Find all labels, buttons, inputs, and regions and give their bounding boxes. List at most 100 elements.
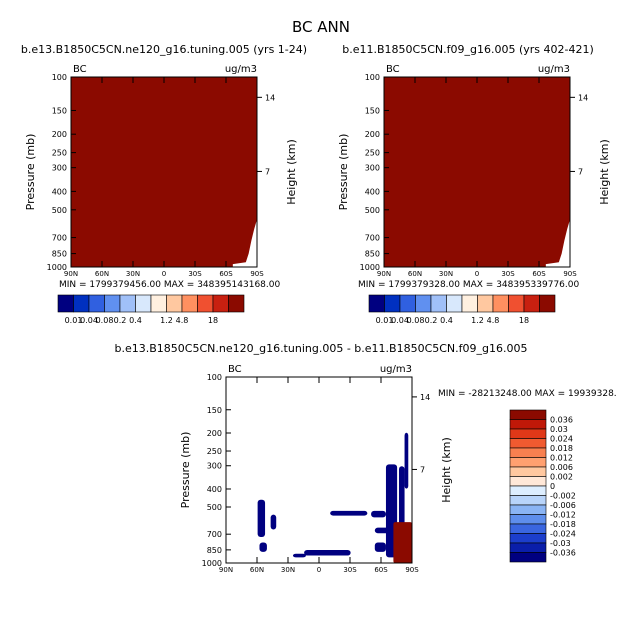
y-tick-label: 250 xyxy=(207,447,222,456)
x-tick-label: 30S xyxy=(343,566,357,574)
colorbar-swatch xyxy=(509,504,547,515)
colorbar-swatch xyxy=(415,294,432,313)
y-tick-label: 100 xyxy=(365,73,380,82)
colorbar-swatch xyxy=(57,294,74,313)
colorbar-swatch xyxy=(523,294,540,313)
colorbar-label: 0.04 xyxy=(80,316,98,325)
y-right-tick-label: 14 xyxy=(420,393,430,402)
chart-panel-1: b.e13.B1850C5CN.ne120_g16.tuning.005 (yr… xyxy=(21,43,307,290)
y-tick-label: 100 xyxy=(52,73,67,82)
colorbar-swatch xyxy=(181,294,198,313)
chart-panel-2: b.e11.B1850C5CN.f09_g16.005 (yrs 402-421… xyxy=(337,43,611,290)
y-tick-label: 500 xyxy=(52,206,67,215)
y-right-tick-label: 14 xyxy=(578,93,588,102)
y-tick-label: 100 xyxy=(207,373,222,382)
colorbar-label: 0.01 xyxy=(376,316,394,325)
colorbar-swatch xyxy=(212,294,229,313)
variable-label: BC xyxy=(73,64,87,75)
colorbar-label: -0.012 xyxy=(550,511,576,520)
colorbar-label: 0.08 xyxy=(407,316,425,325)
stats-label: MIN = 1799379328.00 MAX = 348395339776.0… xyxy=(358,280,579,290)
colorbar-label: 0.03 xyxy=(550,425,568,434)
y-axis-label: Pressure (mb) xyxy=(337,134,350,211)
y-tick-label: 500 xyxy=(207,503,222,512)
panel-title: b.e13.B1850C5CN.ne120_g16.tuning.005 - b… xyxy=(114,342,527,355)
colorbar-label: 1.2 xyxy=(160,316,173,325)
variable-label: BC xyxy=(228,364,242,375)
contour-region-negative xyxy=(374,542,386,552)
colorbar-swatch xyxy=(509,552,547,563)
colorbar-swatch xyxy=(88,294,105,313)
y-tick-label: 700 xyxy=(207,530,222,539)
y-tick-label: 200 xyxy=(365,130,380,139)
plot-frame xyxy=(225,376,413,564)
colorbar-horizontal-2: 0.010.040.08 0.2 0.4 1.2 4.8 18 xyxy=(368,294,556,325)
colorbar-label: 0.2 xyxy=(114,316,127,325)
y-tick-label: 850 xyxy=(52,250,67,259)
colorbar-swatch xyxy=(119,294,136,313)
x-tick-label: 60S xyxy=(374,566,388,574)
x-tick-label: 60S xyxy=(532,270,546,278)
colorbar-swatch xyxy=(399,294,416,313)
units-label: ug/m3 xyxy=(380,364,412,375)
colorbar-label: 0.4 xyxy=(129,316,142,325)
y-tick-label: 400 xyxy=(207,485,222,494)
colorbar-label: 0.04 xyxy=(391,316,409,325)
filled-contour-region xyxy=(384,77,570,267)
y-tick-label: 300 xyxy=(365,164,380,173)
contour-region-negative xyxy=(371,510,386,518)
colorbar-label: -0.006 xyxy=(550,501,576,510)
y-axis-label: Pressure (mb) xyxy=(24,134,37,211)
colorbar-label: 0.2 xyxy=(425,316,438,325)
figure-title: BC ANN xyxy=(292,18,350,36)
colorbar-swatch xyxy=(509,542,547,553)
colorbar-label: -0.002 xyxy=(550,492,576,501)
y-right-tick-label: 7 xyxy=(420,465,425,474)
filled-contour-region xyxy=(71,77,257,267)
contour-region-negative xyxy=(259,542,267,552)
y-tick-label: 300 xyxy=(52,164,67,173)
x-tick-label: 60N xyxy=(408,270,422,278)
colorbar-swatch xyxy=(509,466,547,477)
panel-title: b.e13.B1850C5CN.ne120_g16.tuning.005 (yr… xyxy=(21,43,307,56)
x-tick-label: 90S xyxy=(405,566,419,574)
colorbar-swatch xyxy=(73,294,90,313)
y-right-axis-label: Height (km) xyxy=(285,139,298,205)
y-tick-label: 850 xyxy=(365,250,380,259)
units-label: ug/m3 xyxy=(538,64,570,75)
plot-area xyxy=(384,77,570,267)
x-tick-label: 30S xyxy=(501,270,515,278)
y-tick-label: 400 xyxy=(365,187,380,196)
colorbar-swatch xyxy=(509,476,547,487)
colorbar-label: 0.018 xyxy=(550,444,573,453)
units-label: ug/m3 xyxy=(225,64,257,75)
contour-region-negative xyxy=(292,553,306,558)
contour-region-negative xyxy=(330,510,368,516)
y-tick-label: 300 xyxy=(207,462,222,471)
y-tick-label: 1000 xyxy=(360,263,380,272)
y-right-axis-label: Height (km) xyxy=(598,139,611,205)
colorbar-swatch xyxy=(384,294,401,313)
x-tick-label: 90N xyxy=(64,270,78,278)
x-tick-label: 90S xyxy=(250,270,264,278)
y-tick-label: 250 xyxy=(365,149,380,158)
colorbar-swatch xyxy=(509,428,547,439)
x-tick-label: 30N xyxy=(281,566,295,574)
stats-label: MIN = -28213248.00 MAX = 19939328. xyxy=(438,389,617,399)
y-right-tick-label: 7 xyxy=(265,167,270,176)
colorbar-diff: 0.0360.030.0240.0180.0120.0060.0020-0.00… xyxy=(509,409,576,563)
colorbar-label: 4.8 xyxy=(176,316,189,325)
x-tick-label: 60N xyxy=(95,270,109,278)
colorbar-label: 0.01 xyxy=(65,316,83,325)
y-tick-label: 700 xyxy=(365,234,380,243)
x-tick-label: 60N xyxy=(250,566,264,574)
colorbar-swatch xyxy=(539,294,556,313)
contour-region-negative xyxy=(404,432,409,489)
variable-label: BC xyxy=(386,64,400,75)
colorbar-swatch xyxy=(509,419,547,430)
panel-title: b.e11.B1850C5CN.f09_g16.005 (yrs 402-421… xyxy=(342,43,594,56)
colorbar-swatch xyxy=(509,514,547,525)
colorbar-label: -0.03 xyxy=(550,539,571,548)
colorbar-swatch xyxy=(509,533,547,544)
